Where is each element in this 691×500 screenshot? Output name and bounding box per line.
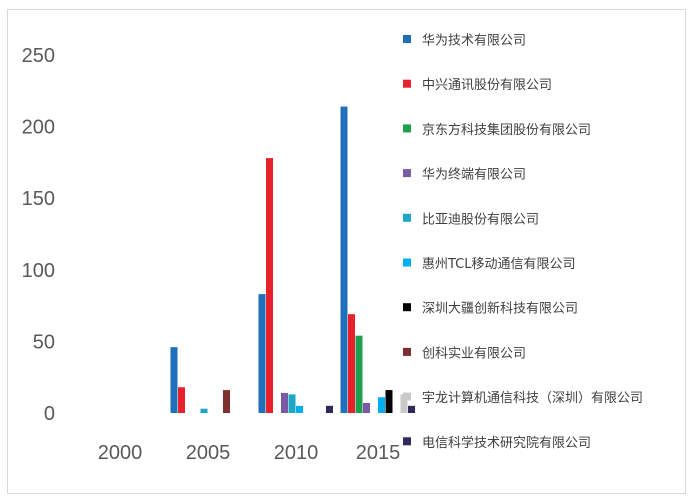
bar-2010-series-10 xyxy=(326,405,333,413)
legend-swatch xyxy=(403,258,411,267)
bar-2010-series-6 xyxy=(296,405,303,413)
y-tick-label: 250 xyxy=(22,45,55,67)
bar-2005-series-1 xyxy=(170,347,178,413)
bar-2015-series-10 xyxy=(408,405,415,413)
bar-2005-series-8 xyxy=(223,390,230,413)
legend-swatch xyxy=(403,213,411,222)
bar-2015-series-4 xyxy=(363,402,370,413)
legend-swatch xyxy=(403,169,411,178)
legend-label: 创科实业有限公司 xyxy=(422,346,526,361)
y-tick-label: 150 xyxy=(22,188,55,210)
y-tick-label: 200 xyxy=(22,117,55,139)
y-tick-label: 100 xyxy=(22,260,55,282)
x-tick-label: 2015 xyxy=(356,442,401,464)
legend-label: 比亚迪股份有限公司 xyxy=(422,212,539,227)
legend-label: 深圳大疆创新科技有限公司 xyxy=(422,301,578,317)
bar-2015-series-6 xyxy=(378,397,385,413)
legend-label: 惠州TCL移动通信有限公司 xyxy=(422,257,576,272)
bar-2010-series-4 xyxy=(281,392,288,413)
bar-2010-series-2 xyxy=(266,158,273,413)
bar-2015-series-2 xyxy=(348,314,355,413)
bar-2015-series-9 xyxy=(400,394,408,413)
legend-swatch xyxy=(403,437,411,446)
bars xyxy=(170,106,415,414)
x-tick-label: 2005 xyxy=(186,442,231,464)
legend-swatch xyxy=(403,124,411,133)
legend-swatch xyxy=(403,392,411,401)
bar-2005-series-5 xyxy=(200,408,208,413)
legend: 华为技术有限公司中兴通讯股份有限公司京东方科技集团股份有限公司华为终端有限公司比… xyxy=(403,34,643,451)
chart-frame xyxy=(7,9,686,494)
legend-label: 华为技术有限公司 xyxy=(422,34,526,49)
bar-2005-series-2 xyxy=(178,387,185,413)
legend-swatch xyxy=(403,347,411,356)
y-tick-label: 0 xyxy=(44,403,55,425)
legend-label: 宇龙计算机通信科技（深圳）有限公司 xyxy=(422,391,643,406)
bar-2010-series-5 xyxy=(288,394,296,413)
bar-2015-series-3 xyxy=(355,335,363,413)
y-tick-label: 50 xyxy=(33,331,55,353)
x-axis: 2000 2005 2010 2015 xyxy=(98,442,401,464)
bar-2015-series-1 xyxy=(340,106,348,414)
legend-label: 京东方科技集团股份有限公司 xyxy=(422,122,591,138)
legend-swatch xyxy=(403,303,411,312)
x-tick-label: 2010 xyxy=(274,442,319,464)
y-axis: 0 50 100 150 200 250 xyxy=(22,45,55,425)
legend-swatch xyxy=(403,35,411,43)
legend-swatch xyxy=(403,79,411,88)
bar-2010-series-1 xyxy=(258,294,266,413)
x-tick-label: 2000 xyxy=(98,442,143,464)
legend-label: 电信科学技术研究院有限公司 xyxy=(422,435,591,451)
legend-label: 中兴通讯股份有限公司 xyxy=(422,78,552,93)
bar-2015-series-7 xyxy=(385,390,393,413)
legend-label: 华为终端有限公司 xyxy=(422,167,526,183)
